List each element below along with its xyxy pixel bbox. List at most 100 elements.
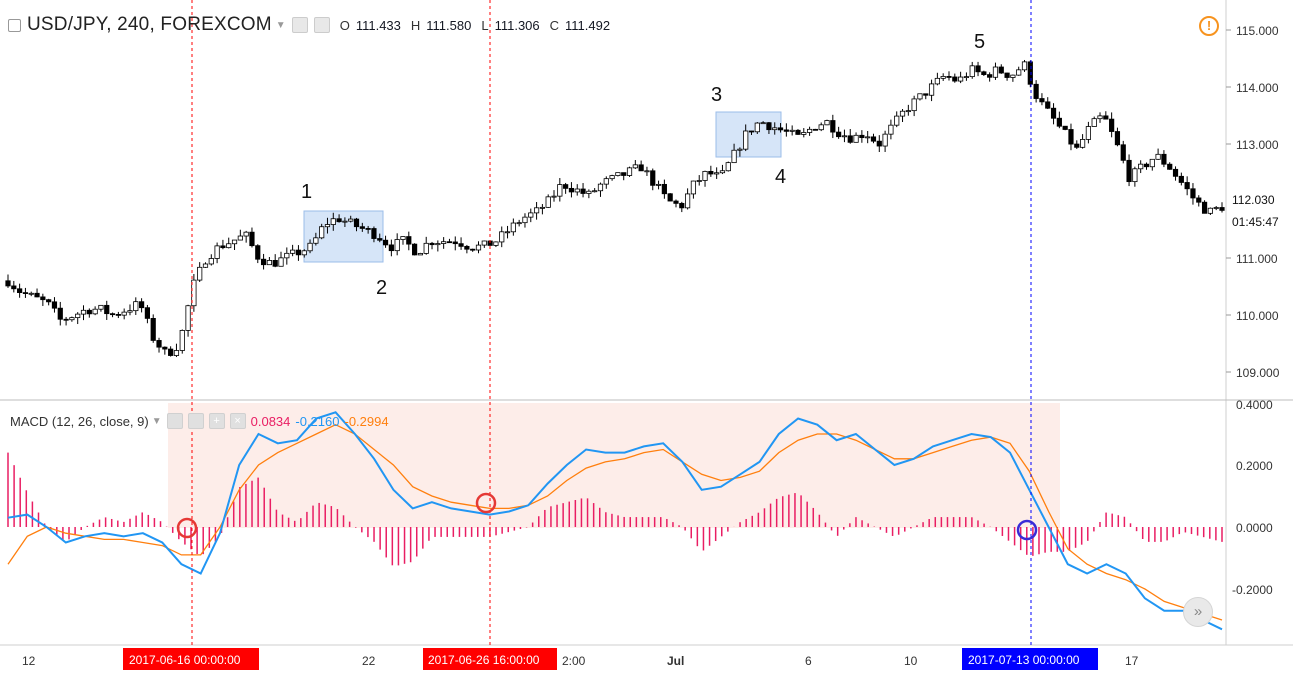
candle-body [446,241,453,244]
candle-body [1178,175,1184,183]
eye-icon[interactable] [291,17,308,33]
candle-body [17,288,23,293]
candle-body [673,200,679,204]
candle-body [179,330,185,351]
candle-body [1056,117,1062,127]
candle-body [173,350,180,356]
candle-body [952,76,958,82]
candle-body [522,216,528,224]
scroll-to-latest-icon[interactable]: » [1183,597,1213,627]
candle-body [766,122,772,131]
candle-body [162,346,168,350]
candle-body [719,170,726,174]
eye-icon[interactable] [166,413,183,429]
wave-label-5: 5 [974,31,985,53]
candle-body [679,202,685,209]
candle-body [109,313,116,316]
candle-body [1039,98,1045,103]
price-tick: 109.000 [1236,366,1280,380]
candle-body [1074,143,1080,148]
candle-body [603,178,609,185]
time-tick: 10 [904,654,918,668]
consolidation-box-1[interactable] [303,210,384,263]
candle-body [168,348,174,356]
candle-body [1207,207,1213,214]
candle-body [725,162,731,172]
plus-icon[interactable]: + [208,413,225,429]
chevron-down-icon[interactable]: ▼ [151,415,162,427]
candle-body [632,164,638,169]
candle-body [249,231,255,247]
candle-body [1184,182,1190,190]
candle-body [1097,115,1103,120]
chevron-down-icon[interactable]: ▼ [275,19,286,31]
candle-body [324,224,331,228]
gear-icon[interactable] [187,413,204,429]
candle-body [313,237,319,244]
candle-body [231,239,238,245]
candle-body [714,172,720,175]
candle-body [917,93,923,100]
candle-body [818,124,824,131]
gear-icon[interactable] [313,17,330,33]
candle-body [1103,115,1109,120]
collapse-icon[interactable] [8,18,21,32]
macd-title[interactable]: MACD (12, 26, close, 9) [10,413,149,429]
time-tick: 17 [1125,654,1139,668]
candle-body [80,309,87,315]
candle-body [568,187,575,193]
price-tick: 110.000 [1236,309,1279,323]
alert-icon[interactable]: ! [1199,16,1219,36]
candle-body [644,170,650,173]
time-marker-2: 2017-06-26 16:00:00 [428,653,540,667]
candle-body [911,98,917,112]
candle-body [1027,61,1033,85]
macd-line [7,411,1223,631]
candle-body [1085,126,1092,140]
wave-label-2: 2 [376,277,387,299]
candle-body [138,301,145,309]
candle-body [1201,201,1208,214]
candle-body [353,218,360,228]
candle-body [574,188,580,193]
candle-body [551,195,557,198]
candle-body [127,310,133,313]
time-marker-2-bg [423,648,557,670]
candle-body [934,77,940,85]
candle-body [435,243,441,246]
wave-label-4: 4 [775,166,786,188]
candle-body [150,317,156,341]
candle-body [1149,158,1155,168]
candle-body [1213,207,1219,209]
consolidation-box-2[interactable] [715,111,782,158]
candle-body [11,285,17,290]
macd-tick: 0.4000 [1236,398,1273,412]
candle-body [1196,197,1202,203]
candle-body [1079,139,1086,148]
candle-body [377,238,383,241]
candle-body [731,149,737,164]
candle-body [946,76,952,78]
low-value: 111.306 [494,17,540,33]
candle-body [1120,144,1126,161]
symbol-title[interactable]: USD/JPY, 240, FOREXCOM [27,14,272,35]
candle-body [626,167,633,176]
candle-body [493,241,499,246]
symbol-legend: USD/JPY, 240, FOREXCOM ▼ O 111.433 H 111… [8,14,610,36]
candle-body [1091,118,1097,127]
candle-body [1016,69,1022,76]
candle-body [226,243,232,249]
close-icon[interactable]: × [229,413,246,429]
candle-body [905,110,911,113]
candle-body [586,190,592,194]
candle-body [406,236,412,245]
macd-tick: 0.0000 [1236,521,1273,535]
low-label: L [481,17,489,33]
macd-legend: MACD (12, 26, close, 9) ▼ + × 0.0834 -0.… [10,413,389,429]
price-tick: 115.000 [1236,24,1279,38]
candle-body [661,183,667,195]
candle-body [133,301,139,312]
candle-body [1033,83,1039,99]
candle-body [975,65,981,73]
